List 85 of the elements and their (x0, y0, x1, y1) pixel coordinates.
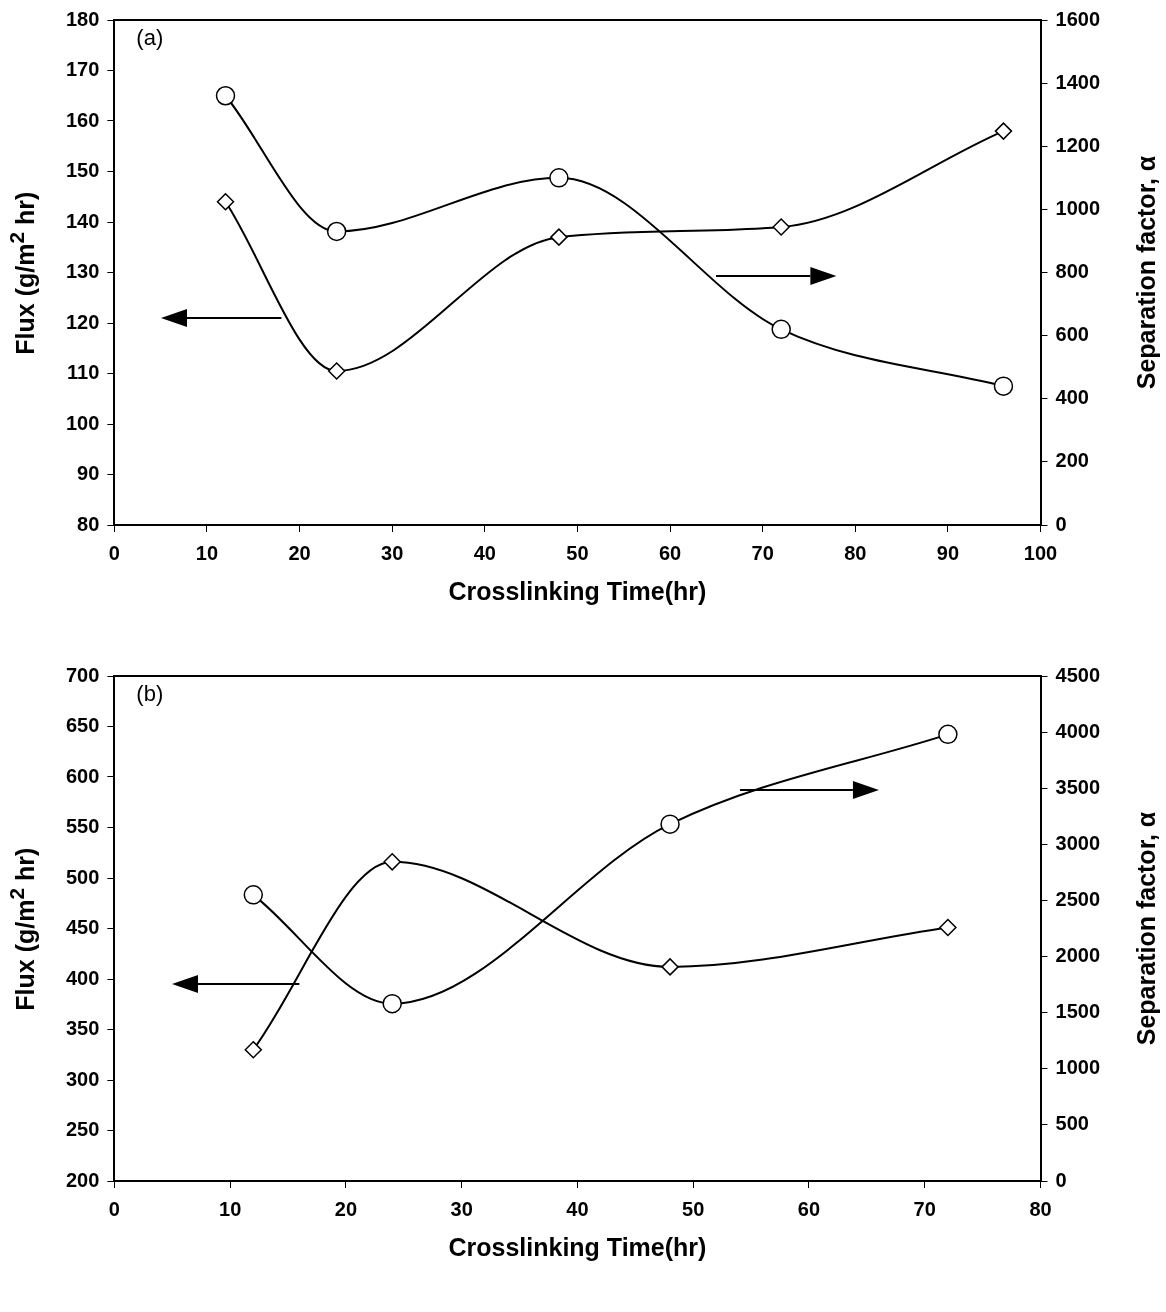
y-tick-label: 180 (65, 7, 100, 30)
y2-tick-label: 600 (1055, 323, 1089, 346)
y-tick-label: 700 (65, 663, 100, 686)
x-tick-label: 60 (797, 1197, 821, 1220)
y2-tick-label: 0 (1055, 1168, 1067, 1191)
point (326, 221, 347, 242)
y2-tick-label: 200 (1055, 449, 1089, 472)
point (327, 362, 346, 380)
y2-tick-label: 800 (1055, 260, 1089, 283)
point (216, 193, 235, 211)
x-tick-label: 90 (936, 541, 960, 564)
x-tick-label: 80 (844, 541, 867, 564)
point (383, 853, 401, 871)
y-tick-label: 250 (65, 1118, 100, 1141)
y2-tick-label: 4000 (1055, 719, 1101, 742)
y2-tick-label: 500 (1055, 1112, 1089, 1135)
y-tick-label: 150 (65, 159, 100, 182)
x-tick-label: 60 (658, 541, 682, 564)
x-tick-label: 40 (566, 1197, 589, 1220)
y2-axis-title: Separation factor, α (1131, 155, 1161, 390)
y-tick-label: 90 (77, 462, 100, 485)
y-tick-label: 400 (65, 966, 100, 989)
y-tick-label: 200 (65, 1168, 100, 1191)
x-tick-label: 10 (195, 541, 219, 564)
point (215, 86, 236, 106)
x-tick-label: 40 (473, 541, 496, 564)
y-tick-label: 130 (65, 260, 100, 283)
y2-tick-label: 3500 (1055, 775, 1101, 798)
y2-tick-label: 1200 (1055, 133, 1101, 156)
y2-tick-label: 3000 (1055, 831, 1101, 854)
y-tick-label: 160 (65, 108, 100, 131)
point (939, 918, 957, 937)
x-tick-label: 70 (751, 541, 774, 564)
x-tick-label: 0 (108, 1197, 120, 1220)
annotation: (b) (136, 681, 164, 707)
y2-tick-label: 2000 (1055, 944, 1101, 967)
x-tick-label: 100 (1023, 541, 1058, 564)
x-tick-label: 50 (566, 541, 589, 564)
y2-tick-label: 1600 (1055, 7, 1101, 30)
y2-tick-label: 2500 (1055, 887, 1101, 910)
y-tick-label: 140 (65, 209, 100, 232)
y2-tick-label: 400 (1055, 386, 1089, 409)
y2-tick-label: 1000 (1055, 196, 1101, 219)
y-tick-label: 650 (65, 714, 100, 737)
point (938, 724, 958, 745)
y2-tick-label: 0 (1055, 512, 1067, 535)
point (660, 814, 680, 834)
x-tick-label: 50 (682, 1197, 705, 1220)
annotation: (a) (136, 25, 164, 51)
point (382, 993, 402, 1014)
point (771, 319, 791, 340)
y-tick-label: 500 (65, 865, 100, 888)
y2-tick-label: 1400 (1055, 70, 1101, 93)
x-tick-label: 10 (219, 1197, 242, 1220)
y-tick-label: 120 (65, 310, 100, 333)
point (549, 168, 569, 188)
y2-axis-title: Separation factor, α (1131, 811, 1161, 1046)
point (550, 228, 568, 246)
x-tick-label: 0 (108, 541, 120, 564)
x-axis-title: Crosslinking Time(hr) (447, 577, 708, 606)
y2-tick-label: 1500 (1055, 1000, 1101, 1023)
x-tick-label: 30 (450, 1197, 473, 1220)
x-axis-title: Crosslinking Time(hr) (447, 1233, 708, 1262)
x-tick-label: 80 (1029, 1197, 1052, 1220)
y-tick-label: 300 (65, 1067, 100, 1090)
point (244, 1040, 263, 1059)
y-tick-label: 450 (65, 916, 100, 939)
x-tick-label: 20 (288, 541, 311, 564)
point (243, 885, 264, 905)
y-tick-label: 110 (67, 361, 100, 384)
point (994, 122, 1013, 140)
point (993, 376, 1014, 396)
point (772, 218, 790, 236)
y-tick-label: 550 (65, 815, 100, 838)
x-tick-label: 70 (913, 1197, 936, 1220)
x-tick-label: 30 (381, 541, 404, 564)
y2-tick-label: 1000 (1055, 1056, 1101, 1079)
y-tick-label: 170 (65, 58, 100, 81)
x-tick-label: 20 (334, 1197, 358, 1220)
y-tick-label: 600 (65, 764, 100, 787)
y-tick-label: 100 (65, 411, 100, 434)
y2-tick-label: 4500 (1055, 663, 1101, 686)
point (661, 958, 679, 976)
y-tick-label: 350 (65, 1017, 100, 1040)
y-tick-label: 80 (77, 512, 100, 535)
